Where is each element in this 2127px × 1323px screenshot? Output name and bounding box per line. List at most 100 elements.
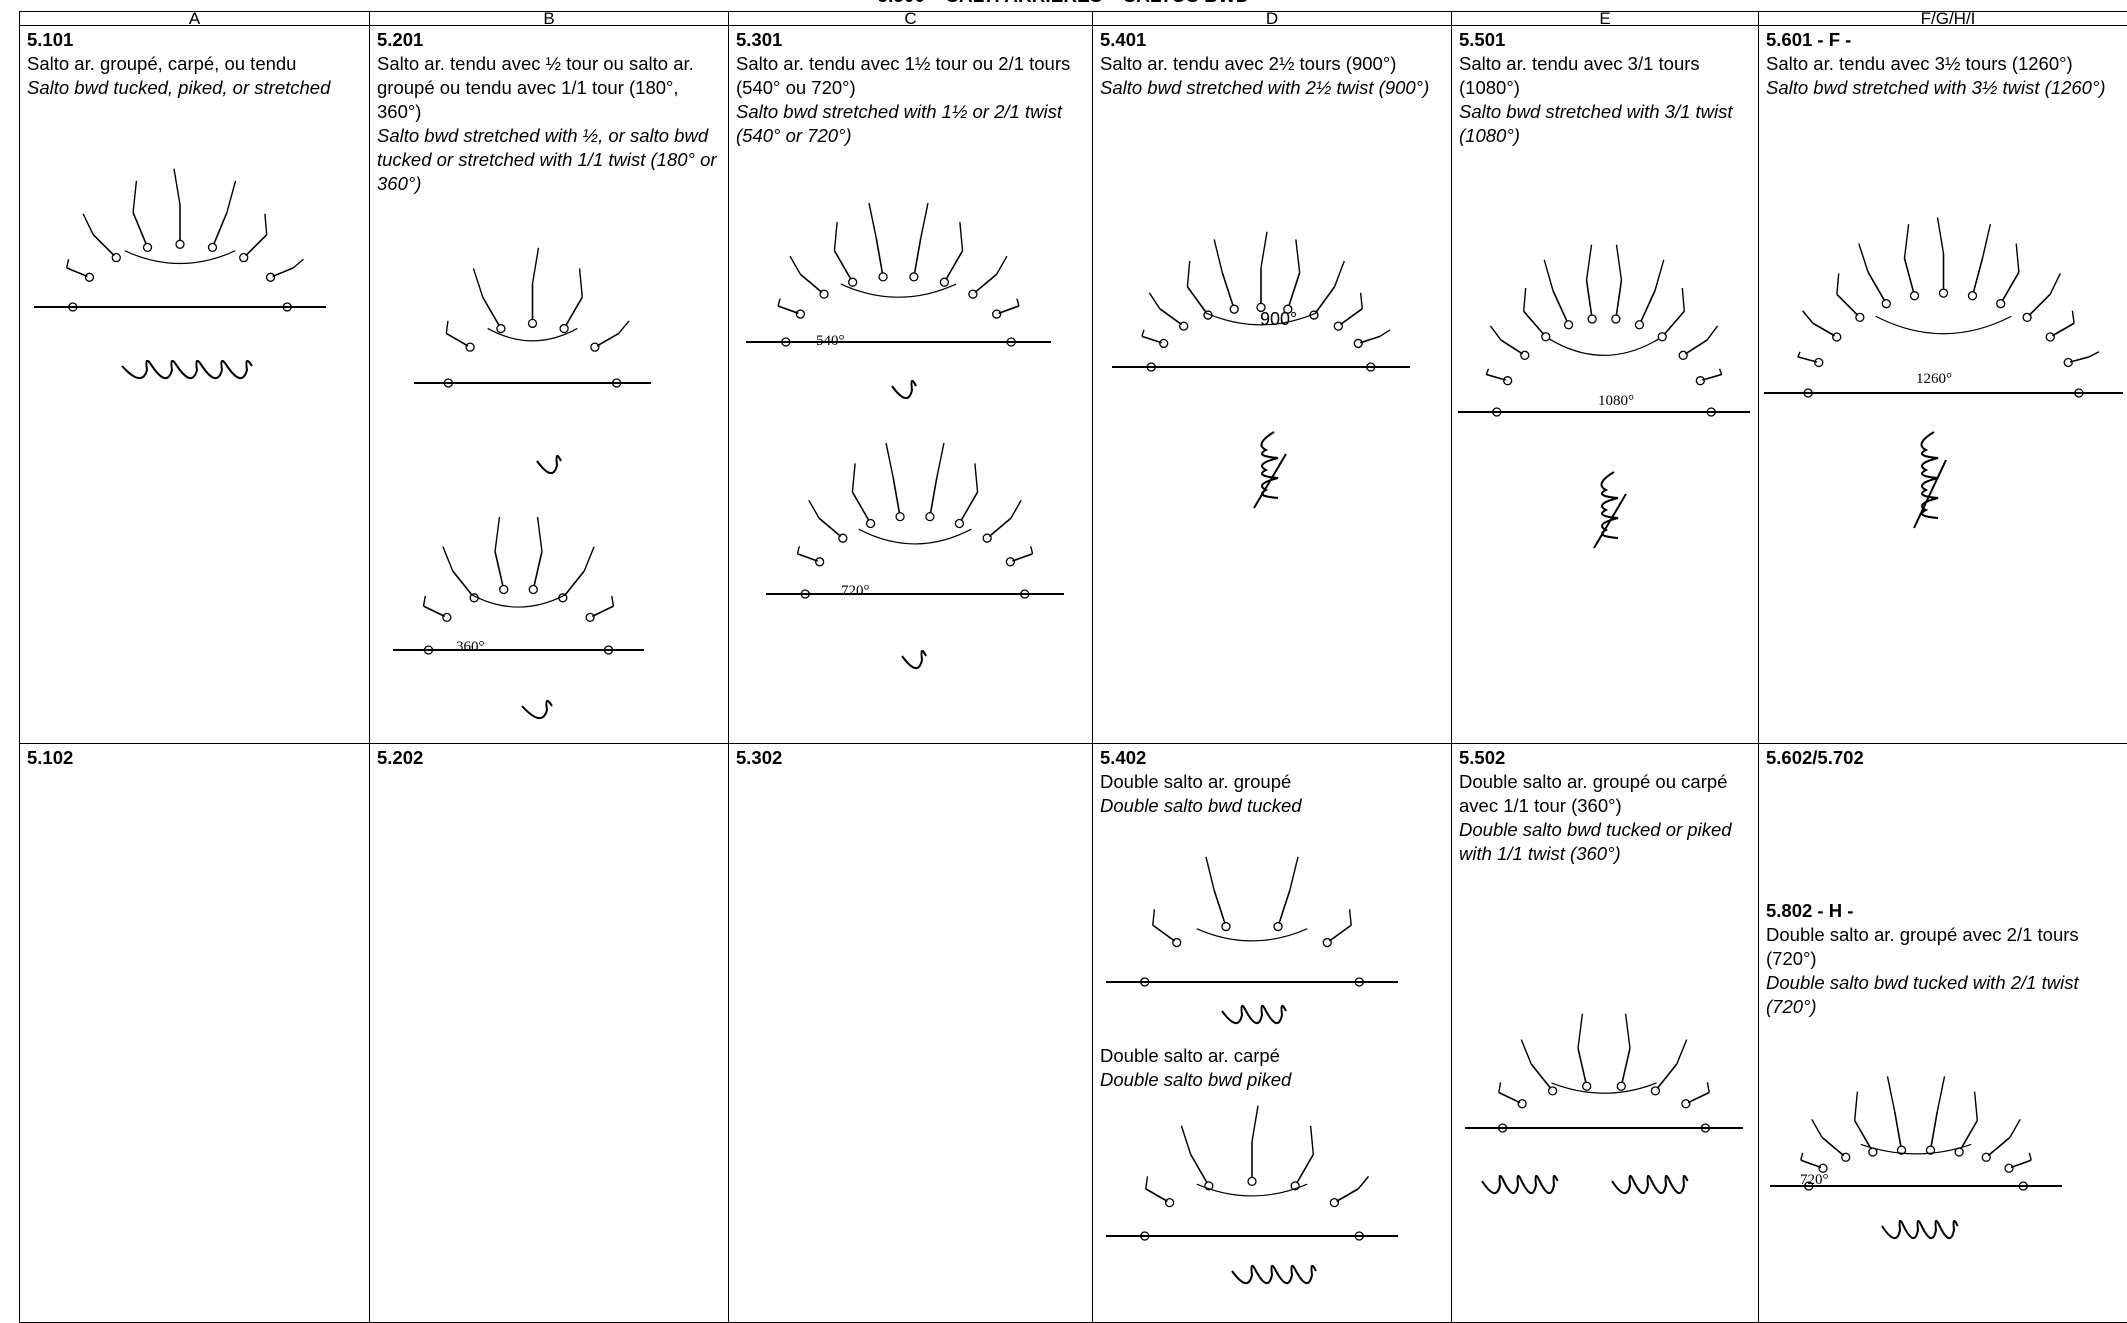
drawing-stroke <box>1654 259 1665 291</box>
english-text: Salto bwd stretched with 2½ twist (900°) <box>1100 77 1430 98</box>
drawing-stroke <box>974 273 998 293</box>
drawing-stroke <box>1936 217 1945 254</box>
drawing-stroke <box>814 557 825 567</box>
drawing-stroke <box>559 323 569 334</box>
drawing-stroke <box>1585 244 1593 281</box>
drawing-stroke <box>1221 1004 1287 1024</box>
drawing-stroke <box>1634 320 1645 330</box>
drawing-stroke <box>92 234 115 257</box>
drawing-stroke <box>528 584 538 595</box>
drawing-stroke <box>1520 350 1530 360</box>
element-code: 5.602/5.702 <box>1766 747 1864 768</box>
french-text: Salto ar. tendu avec 3/1 tours (1080°) <box>1459 53 1700 98</box>
drawing-stroke <box>1587 314 1597 324</box>
drawing-stroke <box>1295 239 1301 273</box>
drawing-stroke <box>1289 856 1299 891</box>
drawing-stroke <box>838 533 848 543</box>
drawing-stroke <box>1811 1118 1823 1138</box>
gymnast-figure: 1080° <box>1458 244 1750 417</box>
drawing-stroke <box>1205 856 1215 891</box>
drawing-stroke <box>422 595 426 607</box>
drawing-stroke <box>487 327 578 342</box>
drawing-stroke <box>1016 298 1020 307</box>
drawing-stroke <box>132 212 147 245</box>
figure-label: 720° <box>1800 1172 1829 1188</box>
drawing-stroke <box>272 267 294 278</box>
drawing-stroke <box>1213 239 1224 273</box>
table-cell: 5.301 Salto ar. tendu avec 1½ tour ou 2/… <box>728 25 1093 744</box>
drawing-stroke <box>1260 231 1268 268</box>
drawing-stroke <box>1251 1105 1259 1142</box>
drawing-stroke <box>1987 1136 2011 1157</box>
drawing-stroke <box>1836 273 1840 295</box>
column-header: E <box>1451 10 1759 27</box>
gymnast-figure: 540° <box>746 202 1051 349</box>
drawing-stroke <box>590 342 600 352</box>
drawing-stroke <box>974 463 979 493</box>
drawing-stroke <box>423 605 446 618</box>
drawing-stroke <box>1278 889 1291 924</box>
drawing-stroke <box>1886 1076 1896 1112</box>
drawing-stroke <box>1656 1063 1678 1089</box>
drawing-stroke <box>84 272 95 282</box>
drawing-stroke <box>1893 1111 1902 1147</box>
drawing-stroke <box>1663 310 1685 335</box>
drawing-stroke <box>796 546 801 554</box>
drawing-stroke <box>142 242 153 253</box>
drawing-stroke <box>885 442 894 479</box>
drawing-stroke <box>968 289 978 299</box>
drawing-stroke <box>1029 546 1034 554</box>
drawing-stroke <box>1684 339 1708 355</box>
drawing-stroke <box>1650 1086 1661 1096</box>
drawing-stroke <box>1502 376 1513 386</box>
element-code: 5.101 <box>27 29 74 50</box>
drawing-stroke <box>1615 244 1623 281</box>
drawing-stroke <box>2071 310 2075 324</box>
drawing-stroke <box>2015 243 2020 273</box>
gymnast-figure <box>414 247 651 388</box>
drawing-stroke <box>1541 332 1551 342</box>
drawing-stroke <box>1981 1152 1991 1162</box>
table-cell: 5.401 Salto ar. tendu avec 2½ tours (900… <box>1092 25 1452 744</box>
drawing-stroke <box>1159 308 1183 326</box>
drawing-stroke <box>954 518 965 529</box>
symbol <box>521 699 553 719</box>
drawing-stroke <box>442 546 454 572</box>
french-text: Double salto ar. groupé avec 2/1 tours (… <box>1766 924 2079 969</box>
drawing-stroke <box>991 309 1002 319</box>
drawing-stroke <box>1621 1048 1631 1083</box>
drawing-stroke <box>1981 224 1992 259</box>
drawing-stroke <box>111 253 121 263</box>
drawing-stroke <box>578 268 583 298</box>
drawing-stroke <box>1152 909 1156 926</box>
drawing-stroke <box>1172 937 1182 948</box>
drawing-stroke <box>833 250 852 280</box>
drawing-stroke <box>66 267 88 278</box>
drawing-stroke <box>1858 243 1869 273</box>
drawing-stroke <box>1152 924 1176 942</box>
drawing-stroke <box>920 202 929 239</box>
drawing-stroke <box>1179 321 1189 331</box>
drawing-stroke <box>777 298 781 307</box>
drawing-stroke <box>998 305 1020 315</box>
drawing-stroke <box>1012 552 1033 562</box>
drawing-stroke <box>1273 921 1283 932</box>
drawing-stroke <box>808 499 820 519</box>
drawing-stroke <box>913 238 922 274</box>
drawing-stroke <box>445 320 449 334</box>
drawing-stroke <box>1967 291 1978 301</box>
drawing-stroke <box>1547 1086 1558 1096</box>
drawing-stroke <box>1339 308 1363 326</box>
symbol <box>1221 1004 1287 1024</box>
drawing-stroke <box>865 518 876 529</box>
drawing-stroke <box>1867 271 1886 302</box>
drawing-stroke <box>2028 293 2051 316</box>
gymnast-figure: 720° <box>766 442 1064 599</box>
drawing-stroke <box>2088 351 2100 358</box>
english-text: Salto bwd stretched with 1½ or 2/1 twist… <box>736 101 1062 146</box>
drawing-stroke <box>452 570 473 596</box>
english-text: Double salto bwd tucked or piked with 1/… <box>1459 819 1732 864</box>
drawing-stroke <box>1706 1082 1710 1093</box>
drawing-stroke <box>789 255 801 275</box>
drawing-stroke <box>1145 1176 1149 1189</box>
